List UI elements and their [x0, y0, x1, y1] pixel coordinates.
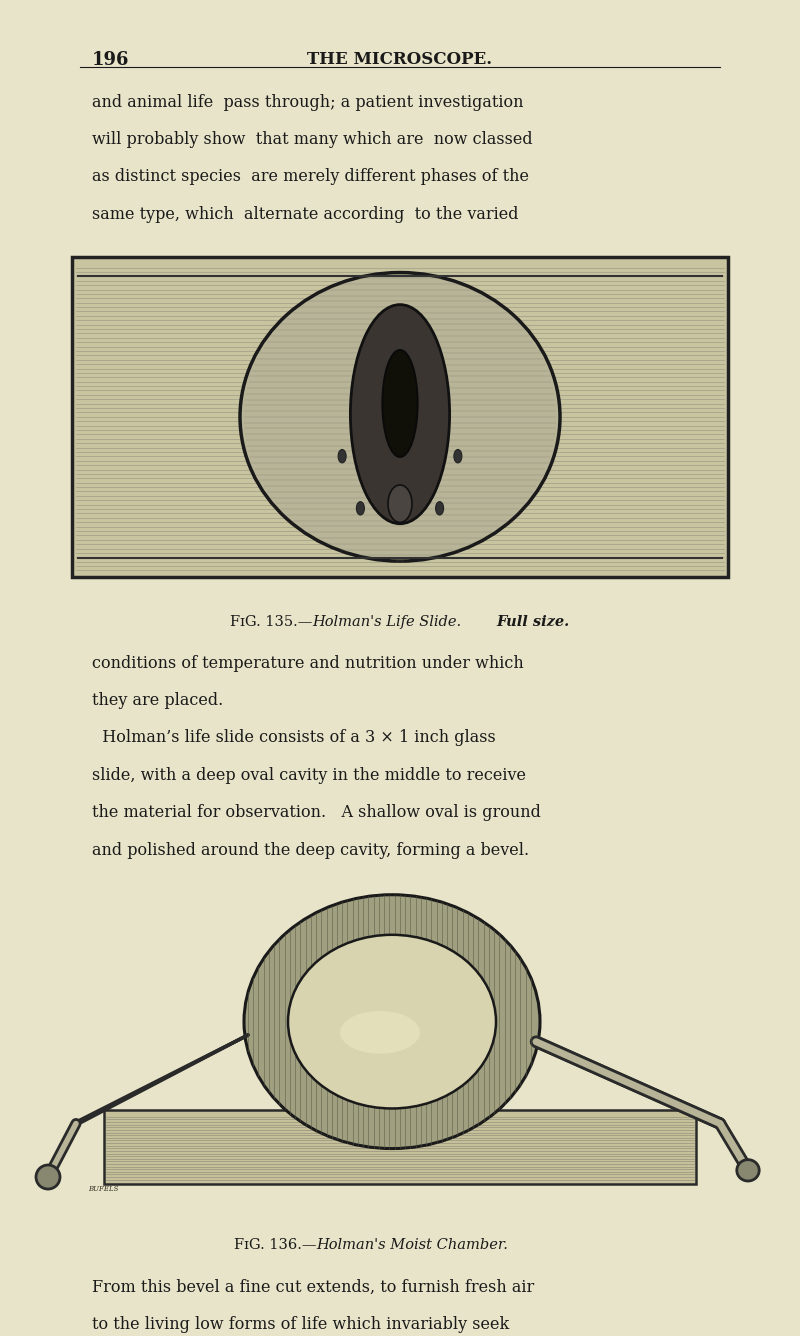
Bar	[72, 257, 728, 577]
Ellipse shape	[244, 895, 540, 1149]
Ellipse shape	[357, 501, 365, 514]
Text: same type, which  alternate according  to the varied: same type, which alternate according to …	[92, 206, 518, 223]
Ellipse shape	[382, 350, 418, 457]
Text: conditions of temperature and nutrition under which: conditions of temperature and nutrition …	[92, 655, 524, 672]
Ellipse shape	[338, 449, 346, 462]
Text: slide, with a deep oval cavity in the middle to receive: slide, with a deep oval cavity in the mi…	[92, 767, 526, 784]
Bar	[56, 890, 744, 1204]
Text: BUFELS: BUFELS	[88, 1185, 118, 1193]
Text: THE MICROSCOPE.: THE MICROSCOPE.	[307, 51, 493, 68]
Bar	[104, 1110, 696, 1184]
Text: the material for observation.   A shallow oval is ground: the material for observation. A shallow …	[92, 804, 541, 822]
Text: FɪG. 136.—: FɪG. 136.—	[234, 1238, 316, 1252]
Text: FɪG. 135.—: FɪG. 135.—	[230, 615, 312, 628]
Ellipse shape	[288, 935, 496, 1109]
Ellipse shape	[388, 485, 412, 522]
Text: and polished around the deep cavity, forming a bevel.: and polished around the deep cavity, for…	[92, 842, 529, 859]
Text: Holman's Moist Chamber.: Holman's Moist Chamber.	[316, 1238, 508, 1252]
Ellipse shape	[340, 1011, 420, 1054]
Text: to the living low forms of life which invariably seek: to the living low forms of life which in…	[92, 1316, 510, 1333]
Text: 196: 196	[92, 51, 130, 68]
Text: Holman's Life Slide.: Holman's Life Slide.	[312, 615, 461, 628]
Ellipse shape	[454, 449, 462, 462]
Ellipse shape	[737, 1160, 759, 1181]
Ellipse shape	[240, 273, 560, 561]
Ellipse shape	[435, 501, 443, 514]
Text: they are placed.: they are placed.	[92, 692, 223, 709]
Text: Full size.: Full size.	[496, 615, 570, 628]
Text: From this bevel a fine cut extends, to furnish fresh air: From this bevel a fine cut extends, to f…	[92, 1279, 534, 1296]
Ellipse shape	[350, 305, 450, 524]
Text: as distinct species  are merely different phases of the: as distinct species are merely different…	[92, 168, 529, 186]
Text: will probably show  that many which are  now classed: will probably show that many which are n…	[92, 131, 533, 148]
Text: and animal life  pass through; a patient investigation: and animal life pass through; a patient …	[92, 94, 523, 111]
Ellipse shape	[36, 1165, 60, 1189]
Text: Holman’s life slide consists of a 3 × 1 inch glass: Holman’s life slide consists of a 3 × 1 …	[92, 729, 496, 747]
